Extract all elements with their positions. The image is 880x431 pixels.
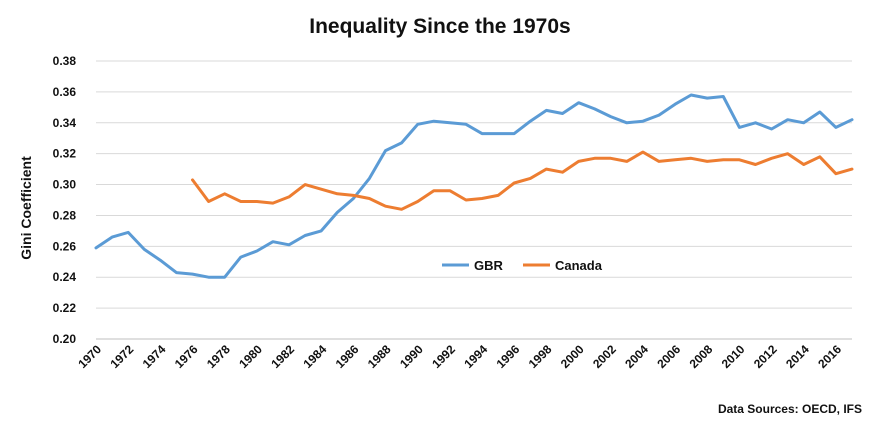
x-tick-label: 1998 xyxy=(526,342,555,371)
y-tick-label: 0.20 xyxy=(53,332,77,346)
y-tick-label: 0.38 xyxy=(53,54,77,68)
x-tick-label: 1988 xyxy=(365,342,394,371)
legend-label: Canada xyxy=(555,258,603,273)
x-tick-label: 1986 xyxy=(333,342,362,371)
y-tick-label: 0.32 xyxy=(53,147,77,161)
x-tick-label: 1990 xyxy=(397,342,426,371)
series-line-gbr xyxy=(94,93,854,279)
chart-title: Inequality Since the 1970s xyxy=(309,15,570,38)
data-source-note: Data Sources: OECD, IFS xyxy=(718,402,862,416)
y-tick-label: 0.34 xyxy=(53,116,77,130)
x-tick-label: 1996 xyxy=(494,342,523,371)
y-tick-label: 0.30 xyxy=(53,178,77,192)
x-tick-label: 2000 xyxy=(558,342,587,371)
x-tick-label: 1994 xyxy=(461,342,490,371)
x-tick-labels: 1970 1972 1974 1976 1978 1980 1982 1984 1986 1988… xyxy=(75,342,844,371)
y-tick-label: 0.22 xyxy=(53,301,77,315)
x-tick-label: 2004 xyxy=(622,342,651,371)
y-axis-title: Gini Coefficient xyxy=(18,156,34,260)
x-tick-label: 2002 xyxy=(590,342,619,371)
x-tick-label: 2008 xyxy=(687,342,716,371)
y-tick-label: 0.36 xyxy=(53,85,77,99)
x-tick-label: 2010 xyxy=(719,342,748,371)
x-tick-label: 1980 xyxy=(236,342,265,371)
x-tick-label: 1976 xyxy=(172,342,201,371)
series-line-canada xyxy=(191,150,854,211)
x-tick-label: 1974 xyxy=(140,342,169,371)
x-tick-label: 1978 xyxy=(204,342,233,371)
y-tick-label: 0.28 xyxy=(53,208,77,222)
x-tick-label: 2012 xyxy=(751,342,780,371)
x-tick-label: 2016 xyxy=(815,342,844,371)
legend: GBR Canada xyxy=(442,258,603,273)
y-tick-label: 0.24 xyxy=(53,270,77,284)
y-tick-labels: 0.20 0.22 0.24 0.26 0.28 0.30 0.32 0.34 0.36 0.38 xyxy=(53,54,77,346)
x-tick-label: 1992 xyxy=(429,342,458,371)
legend-label: GBR xyxy=(474,258,504,273)
x-tick-label: 1970 xyxy=(75,342,104,371)
x-tick-label: 1984 xyxy=(301,342,330,371)
x-tick-label: 2014 xyxy=(783,342,812,371)
series-lines xyxy=(94,93,854,279)
x-tick-label: 1972 xyxy=(108,342,137,371)
x-tick-label: 2006 xyxy=(654,342,683,371)
y-tick-label: 0.26 xyxy=(53,239,77,253)
x-tick-label: 1982 xyxy=(268,342,297,371)
